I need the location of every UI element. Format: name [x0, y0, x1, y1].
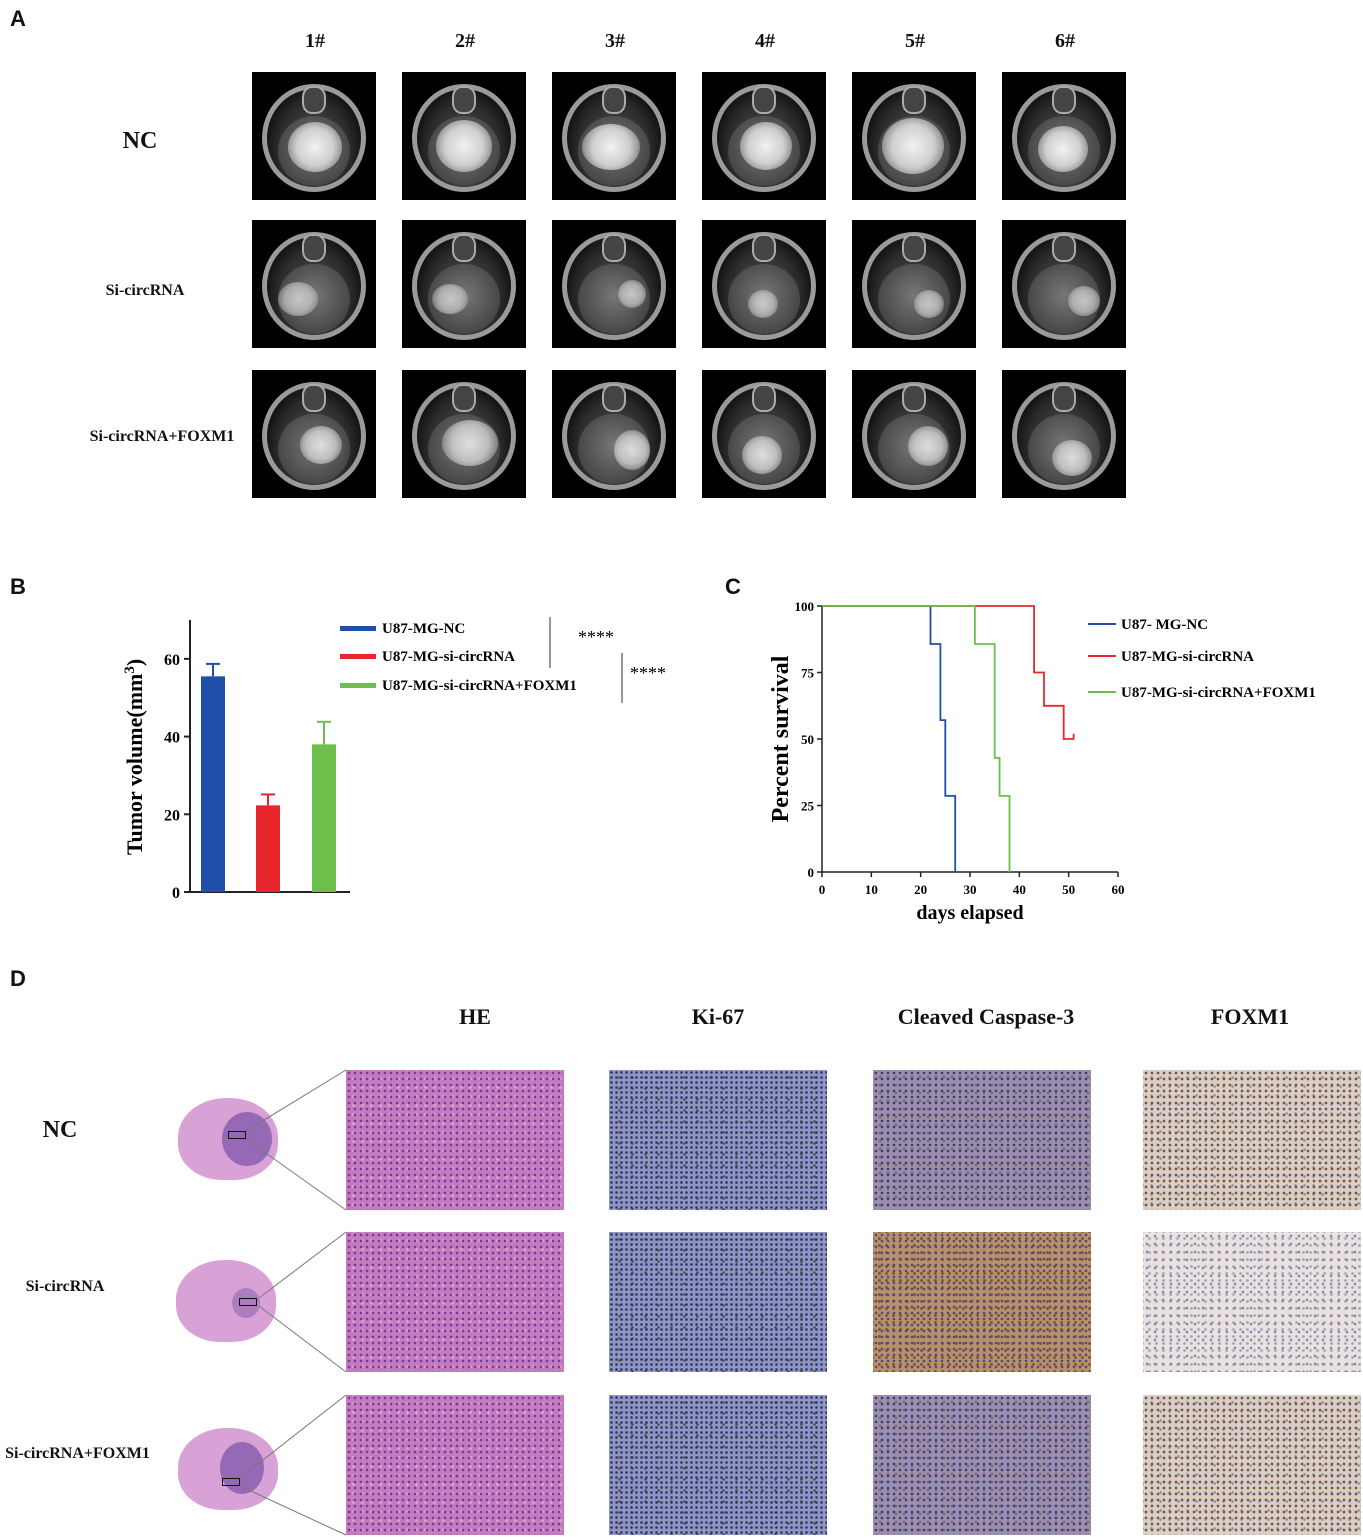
histo-row-label-nc: NC	[42, 1117, 78, 1143]
y-tick-label: 100	[795, 599, 815, 614]
mri-column-header: 2#	[455, 30, 475, 52]
mri-column-header: 6#	[1055, 30, 1075, 52]
mri-scan-image	[252, 370, 376, 498]
bar-chart-tumor-volume: 0 20 40 60 Tumor volume(mm3) U87-MG-NC U87-MG-…	[122, 617, 666, 902]
mri-scan-image	[552, 220, 676, 348]
mri-column-header: 1#	[305, 30, 325, 52]
y-tick-label: 40	[164, 730, 180, 747]
y-tick-label: 75	[801, 666, 815, 681]
legend-label: U87-MG-NC	[382, 621, 465, 637]
survival-line	[822, 605, 1075, 740]
y-tick-label: 0	[172, 885, 180, 902]
mri-scan-image	[252, 220, 376, 348]
x-tick-label: 60	[1112, 882, 1125, 897]
mri-scan-image	[852, 72, 976, 200]
mri-column-header: 5#	[905, 30, 925, 52]
histo-column-header-he: HE	[459, 1004, 491, 1029]
survival-line	[822, 605, 1011, 872]
histo-column-header-caspase: Cleaved Caspase-3	[897, 1004, 1075, 1029]
histo-column-header-ki67: Ki-67	[691, 1004, 745, 1029]
x-tick-label: 30	[964, 882, 977, 897]
mri-scan-image	[552, 72, 676, 200]
x-axis-label: days elapsed	[916, 902, 1023, 924]
mri-scan-image	[252, 72, 376, 200]
histo-caspase-si-circrna	[873, 1232, 1091, 1372]
y-axis-label: Tumor volume(mm3)	[122, 659, 147, 855]
survival-line	[822, 605, 957, 872]
mri-scan-image	[702, 72, 826, 200]
histo-column-header-foxm1: FOXM1	[1210, 1004, 1290, 1029]
histo-foxm1-nc	[1143, 1070, 1361, 1210]
x-tick-label: 0	[819, 882, 826, 897]
mri-scan-image	[1002, 370, 1126, 498]
mri-scan-image	[552, 370, 676, 498]
histo-ki67-si-circrna	[609, 1232, 827, 1372]
y-tick-label: 60	[164, 652, 180, 669]
mri-scan-image	[402, 72, 526, 200]
panel-letter-c: C	[725, 574, 741, 599]
histo-he-si-circrna	[346, 1232, 564, 1372]
histo-caspase-nc	[873, 1070, 1091, 1210]
mri-scan-image	[1002, 220, 1126, 348]
histo-ki67-si-circrna-foxm1	[609, 1395, 827, 1535]
legend-label: U87-MG-si-circRNA+FOXM1	[382, 678, 577, 694]
y-tick-label: 25	[801, 799, 815, 814]
legend-label: U87- MG-NC	[1121, 617, 1208, 633]
legend-label: U87-MG-si-circRNA	[382, 649, 515, 665]
histo-caspase-si-circrna-foxm1	[873, 1395, 1091, 1535]
histo-row-label-si-circrna-foxm1: Si-circRNA+FOXM1	[5, 1445, 150, 1462]
bar	[201, 676, 225, 892]
y-tick-label: 50	[801, 732, 814, 747]
histo-foxm1-si-circrna-foxm1	[1143, 1395, 1361, 1535]
bar	[312, 744, 336, 892]
y-tick-label: 0	[808, 865, 815, 880]
mri-row-label-si-circrna: Si-circRNA	[105, 282, 185, 299]
histo-he-nc	[346, 1070, 564, 1210]
mri-scan-image	[402, 370, 526, 498]
mri-row-label-si-circrna-foxm1: Si-circRNA+FOXM1	[89, 428, 235, 445]
mri-scan-image	[852, 370, 976, 498]
mri-column-header: 4#	[755, 30, 775, 52]
histo-he-si-circrna-foxm1	[346, 1395, 564, 1535]
x-tick-label: 50	[1062, 882, 1075, 897]
significance-label: ****	[630, 663, 666, 683]
panel-letter-b: B	[10, 574, 26, 599]
panel-letter-d: D	[10, 966, 26, 991]
legend-label: U87-MG-si-circRNA	[1121, 649, 1254, 665]
histo-row-label-si-circrna: Si-circRNA	[25, 1278, 105, 1295]
legend-swatch	[340, 654, 376, 659]
mri-scan-image	[402, 220, 526, 348]
bar	[256, 805, 280, 892]
y-tick-label: 20	[164, 807, 180, 824]
histo-ki67-nc	[609, 1070, 827, 1210]
mri-column-header: 3#	[605, 30, 625, 52]
x-tick-label: 10	[865, 882, 878, 897]
legend-swatch	[340, 626, 376, 631]
mri-scan-image	[702, 220, 826, 348]
mri-scan-image	[1002, 72, 1126, 200]
brain-section-nc	[178, 1098, 278, 1180]
brain-section-si-circrna-foxm1	[178, 1428, 278, 1510]
legend-label: U87-MG-si-circRNA+FOXM1	[1121, 685, 1316, 701]
mri-row-label-nc: NC	[122, 128, 158, 154]
panel-letter-a: A	[10, 6, 26, 31]
histo-foxm1-si-circrna	[1143, 1232, 1361, 1372]
survival-chart: 0 25 50 75 100 0 10 20 30 40 50 60 days elapsed Perce…	[768, 599, 1316, 924]
y-axis-label: Percent survival	[768, 655, 794, 822]
mri-scan-image	[852, 220, 976, 348]
legend-swatch	[340, 683, 376, 688]
x-tick-label: 20	[914, 882, 927, 897]
brain-section-si-circrna	[176, 1260, 276, 1342]
x-tick-label: 40	[1013, 882, 1026, 897]
significance-label: ****	[578, 627, 614, 647]
mri-scan-image	[702, 370, 826, 498]
